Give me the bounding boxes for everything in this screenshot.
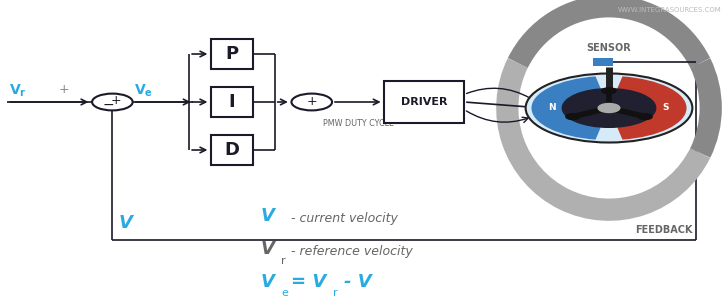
- Text: N: N: [549, 103, 556, 112]
- Text: +: +: [111, 94, 121, 107]
- Text: +: +: [307, 94, 317, 108]
- Text: +: +: [59, 83, 69, 97]
- Circle shape: [638, 114, 652, 120]
- FancyBboxPatch shape: [211, 87, 253, 117]
- Text: P: P: [225, 45, 239, 63]
- Text: r: r: [334, 289, 338, 298]
- Text: S: S: [663, 103, 669, 112]
- Text: V: V: [261, 240, 275, 258]
- Text: $\mathbf{V_e}$: $\mathbf{V_e}$: [134, 82, 153, 99]
- Text: V: V: [261, 273, 275, 291]
- Text: - current velocity: - current velocity: [291, 212, 398, 225]
- Text: −: −: [103, 98, 115, 112]
- Circle shape: [598, 103, 620, 112]
- Text: PMW DUTY CYCLE: PMW DUTY CYCLE: [323, 118, 394, 127]
- Text: V: V: [118, 214, 132, 232]
- Circle shape: [526, 74, 692, 142]
- Circle shape: [566, 114, 580, 120]
- Text: DRIVER: DRIVER: [401, 97, 447, 107]
- Text: V: V: [261, 207, 275, 225]
- Text: FEEDBACK: FEEDBACK: [635, 225, 692, 235]
- Text: WWW.INTEGRASOURCES.COM: WWW.INTEGRASOURCES.COM: [618, 8, 721, 14]
- Wedge shape: [609, 76, 687, 140]
- FancyBboxPatch shape: [384, 81, 464, 123]
- Text: = V: = V: [291, 273, 327, 291]
- Text: SENSOR: SENSOR: [587, 43, 631, 53]
- FancyBboxPatch shape: [593, 58, 613, 66]
- Text: I: I: [228, 93, 236, 111]
- Text: D: D: [225, 141, 239, 159]
- Text: e: e: [281, 289, 288, 298]
- Text: - V: - V: [344, 273, 371, 291]
- Text: $\mathbf{V_r}$: $\mathbf{V_r}$: [9, 82, 26, 99]
- FancyBboxPatch shape: [211, 135, 253, 165]
- Wedge shape: [531, 76, 609, 140]
- Circle shape: [602, 88, 616, 94]
- Circle shape: [563, 89, 655, 127]
- Text: r: r: [281, 256, 286, 266]
- FancyBboxPatch shape: [211, 39, 253, 69]
- Text: - reference velocity: - reference velocity: [291, 245, 413, 258]
